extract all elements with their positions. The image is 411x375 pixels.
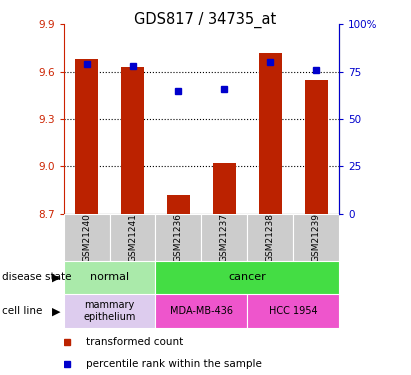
Bar bbox=[155, 261, 339, 294]
Text: mammary
epithelium: mammary epithelium bbox=[83, 300, 136, 322]
Text: ▶: ▶ bbox=[52, 306, 61, 316]
Bar bbox=[110, 214, 155, 261]
Bar bbox=[293, 214, 339, 261]
Text: GSM21241: GSM21241 bbox=[128, 213, 137, 262]
Bar bbox=[201, 214, 247, 261]
Text: percentile rank within the sample: percentile rank within the sample bbox=[86, 358, 262, 369]
Text: ▶: ▶ bbox=[52, 273, 61, 282]
Bar bbox=[75, 59, 98, 214]
Text: GSM21239: GSM21239 bbox=[312, 213, 321, 262]
Text: MDA-MB-436: MDA-MB-436 bbox=[170, 306, 233, 316]
Text: cancer: cancer bbox=[229, 273, 266, 282]
Text: GSM21238: GSM21238 bbox=[266, 213, 275, 262]
Bar bbox=[247, 294, 339, 328]
Text: HCC 1954: HCC 1954 bbox=[269, 306, 317, 316]
Text: GSM21236: GSM21236 bbox=[174, 213, 183, 262]
Text: GDS817 / 34735_at: GDS817 / 34735_at bbox=[134, 12, 277, 28]
Bar bbox=[155, 214, 201, 261]
Bar bbox=[247, 214, 293, 261]
Text: GSM21237: GSM21237 bbox=[220, 213, 229, 262]
Text: normal: normal bbox=[90, 273, 129, 282]
Text: transformed count: transformed count bbox=[86, 337, 183, 347]
Text: cell line: cell line bbox=[2, 306, 42, 316]
Bar bbox=[305, 80, 328, 214]
Bar bbox=[121, 67, 144, 214]
Bar bbox=[155, 294, 247, 328]
Text: GSM21240: GSM21240 bbox=[82, 213, 91, 262]
Bar bbox=[213, 163, 236, 214]
Bar bbox=[167, 195, 190, 214]
Bar bbox=[64, 261, 155, 294]
Bar bbox=[64, 214, 110, 261]
Bar bbox=[64, 294, 155, 328]
Text: disease state: disease state bbox=[2, 273, 72, 282]
Bar bbox=[259, 53, 282, 214]
